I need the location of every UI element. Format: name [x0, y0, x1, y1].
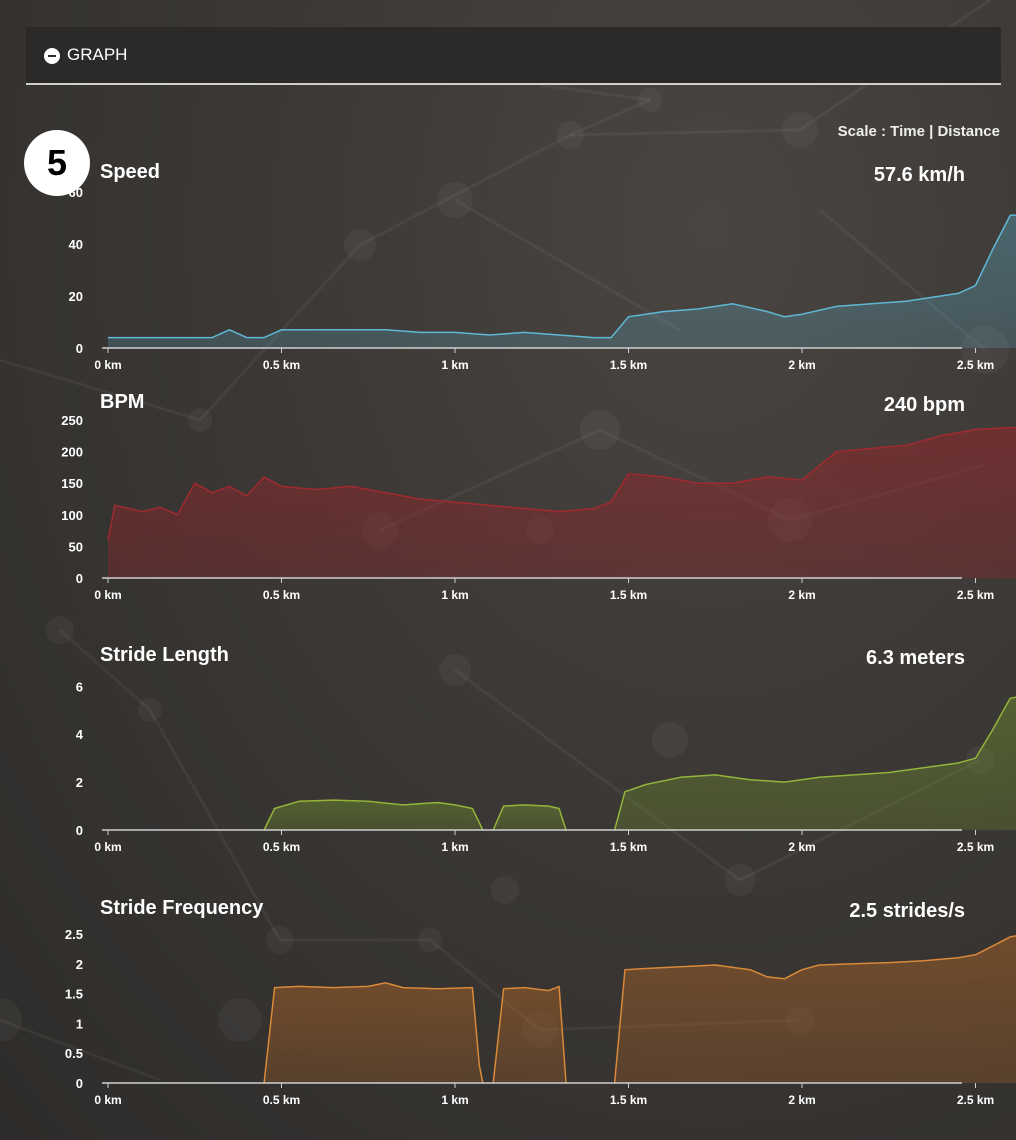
- bpm-x-tick-label: 0 km: [94, 588, 121, 602]
- stride-frequency-area-fill-2: [614, 935, 1016, 1083]
- stride-length-area-fill-2: [614, 697, 1016, 830]
- speed-x-tick-label: 2.5 km: [957, 358, 994, 372]
- stride-frequency-area-fill-1: [493, 986, 566, 1083]
- bpm-y-tick-label: 200: [61, 445, 83, 460]
- stride-frequency-x-tick-label: 2.5 km: [957, 1093, 994, 1107]
- bpm-x-tick-label: 1.5 km: [610, 588, 647, 602]
- bpm-y-tick-label: 250: [61, 413, 83, 428]
- speed-line-0: [108, 214, 1016, 339]
- stride-length-y-tick-label: 4: [76, 727, 84, 742]
- panel-title: GRAPH: [67, 45, 128, 64]
- stride-frequency-y-tick-label: 0: [76, 1076, 83, 1091]
- stride-frequency-area-fill-0: [264, 982, 483, 1083]
- stride-length-x-tick-label: 2 km: [788, 840, 815, 854]
- stride-length-x-tick-label: 0 km: [94, 840, 121, 854]
- step-number-badge: 5: [24, 130, 90, 196]
- speed-y-tick-label: 40: [69, 237, 83, 252]
- stride-frequency-chart-value: 2.5 strides/s: [849, 900, 965, 922]
- speed-x-tick-label: 1.5 km: [610, 358, 647, 372]
- stride-frequency-y-tick-label: 2.5: [65, 927, 83, 942]
- speed-y-tick-label: 20: [69, 289, 83, 304]
- stride-frequency-x-tick-label: 0 km: [94, 1093, 121, 1107]
- stride-frequency-y-tick-label: 1.5: [65, 987, 83, 1002]
- stride-length-chart-title: Stride Length: [100, 644, 229, 666]
- bpm-y-tick-label: 0: [76, 571, 83, 586]
- speed-x-tick-label: 2 km: [788, 358, 815, 372]
- speed-y-tick-label: 0: [76, 341, 83, 356]
- scale-separator: |: [929, 123, 934, 140]
- stride-frequency-x-tick-label: 1.5 km: [610, 1093, 647, 1107]
- stride-frequency-chart-title: Stride Frequency: [100, 897, 264, 919]
- speed-chart-title: Speed: [100, 161, 161, 183]
- stride-length-line-0: [263, 799, 484, 831]
- scale-distance-option[interactable]: Distance: [937, 123, 1000, 140]
- stride-length-x-tick-label: 2.5 km: [957, 840, 994, 854]
- bpm-chart-value: 240 bpm: [883, 394, 965, 416]
- stride-length-area-fill-0: [264, 800, 483, 830]
- stride-length-line-1: [492, 804, 567, 831]
- bpm-x-tick-label: 2 km: [788, 588, 815, 602]
- stride-frequency-line-1: [492, 985, 567, 1084]
- bpm-y-tick-label: 150: [61, 476, 83, 491]
- scale-time-option[interactable]: Time: [890, 123, 925, 140]
- scale-label: Scale :: [837, 123, 886, 140]
- scale-selector: Scale : Time | Distance: [838, 123, 1000, 140]
- stride-length-y-tick-label: 2: [76, 775, 83, 790]
- stride-frequency-y-tick-label: 0.5: [65, 1046, 83, 1061]
- stride-frequency-line-2: [613, 935, 1016, 1084]
- stride-length-x-tick-label: 0.5 km: [263, 840, 300, 854]
- speed-x-tick-label: 0 km: [94, 358, 121, 372]
- stride-frequency-line-0: [263, 982, 484, 1084]
- bpm-y-tick-label: 50: [69, 539, 83, 554]
- graph-panel-header[interactable]: GRAPH: [26, 27, 1001, 85]
- stride-frequency-x-tick-label: 2 km: [788, 1093, 815, 1107]
- stride-frequency-y-tick-label: 2: [76, 957, 83, 972]
- bpm-x-tick-label: 1 km: [441, 588, 468, 602]
- stride-frequency-x-tick-label: 1 km: [441, 1093, 468, 1107]
- speed-x-tick-label: 0.5 km: [263, 358, 300, 372]
- stride-frequency-y-tick-label: 1: [76, 1016, 83, 1031]
- bpm-y-tick-label: 100: [61, 508, 83, 523]
- stride-length-area-fill-1: [493, 804, 566, 830]
- bpm-chart-title: BPM: [100, 391, 145, 413]
- stride-length-x-tick-label: 1 km: [441, 840, 468, 854]
- stride-length-x-tick-label: 1.5 km: [610, 840, 647, 854]
- bpm-area-fill-0: [108, 427, 1016, 578]
- bpm-x-tick-label: 2.5 km: [957, 588, 994, 602]
- bpm-x-tick-label: 0.5 km: [263, 588, 300, 602]
- stride-frequency-x-tick-label: 0.5 km: [263, 1093, 300, 1107]
- stride-length-y-tick-label: 6: [76, 679, 83, 694]
- stride-length-y-tick-label: 0: [76, 823, 83, 838]
- stride-length-line-2: [613, 696, 1016, 831]
- speed-x-tick-label: 1 km: [441, 358, 468, 372]
- speed-chart-value: 57.6 km/h: [873, 164, 965, 186]
- speed-area-fill-0: [108, 214, 1016, 348]
- bpm-line-0: [107, 426, 1016, 541]
- collapse-minus-icon[interactable]: [44, 48, 60, 64]
- stride-length-chart-value: 6.3 meters: [866, 647, 965, 669]
